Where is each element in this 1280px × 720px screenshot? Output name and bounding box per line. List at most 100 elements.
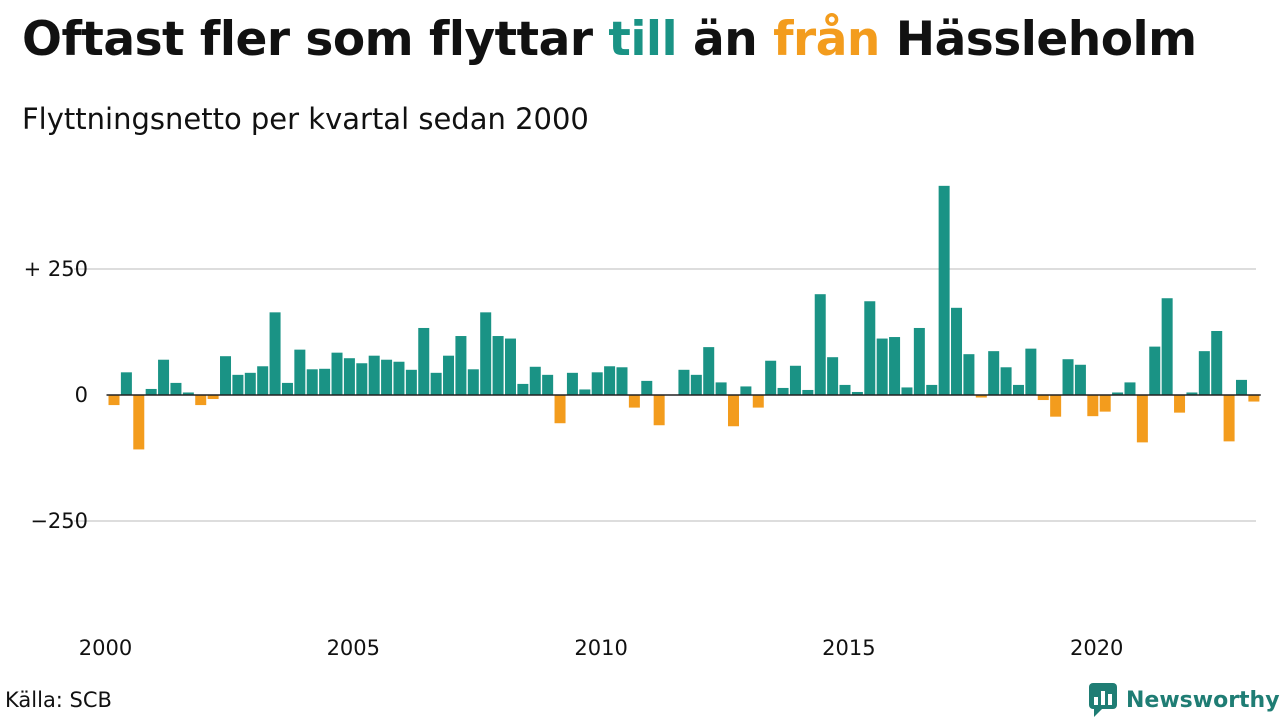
bar: [1149, 346, 1161, 395]
title-part-1: Oftast fler som flyttar: [22, 12, 609, 67]
bar: [182, 392, 194, 395]
bar: [591, 372, 603, 395]
bar: [839, 384, 851, 395]
bar: [517, 383, 529, 395]
bar: [257, 366, 269, 395]
bar: [913, 327, 925, 395]
y-tick-label: + 250: [24, 257, 88, 281]
bar: [740, 386, 752, 395]
title-part-3: Hässleholm: [879, 12, 1197, 67]
bar: [356, 363, 368, 395]
bar: [368, 355, 380, 395]
bar: [926, 384, 938, 395]
bar: [1062, 359, 1074, 395]
bar: [1000, 367, 1012, 395]
bar: [195, 395, 207, 406]
bar: [641, 380, 653, 395]
bar: [443, 355, 455, 395]
bar: [938, 185, 950, 395]
bar: [628, 395, 640, 408]
bar: [876, 338, 888, 395]
chart-subtitle: Flyttningsnetto per kvartal sedan 2000: [22, 102, 589, 136]
bar: [133, 395, 145, 450]
bar: [244, 372, 256, 395]
axis: + 250 0 −250 2000 2005 2010 2015 2020: [24, 257, 1261, 660]
bar: [814, 294, 826, 395]
bar: [381, 359, 393, 395]
bar: [604, 366, 616, 395]
bar: [715, 382, 727, 395]
bar: [108, 395, 120, 406]
newsworthy-logo-icon: [1089, 683, 1117, 717]
bar: [752, 395, 764, 408]
bar: [1037, 395, 1049, 401]
bar-chart: + 250 0 −250 2000 2005 2010 2015 2020: [24, 185, 1261, 660]
bar: [418, 327, 430, 395]
bar: [653, 395, 665, 426]
y-tick-label: 0: [75, 383, 88, 407]
bar: [1050, 395, 1062, 417]
bar: [1124, 382, 1136, 395]
chart-title: Oftast fler som flyttar till än från Häs…: [22, 12, 1197, 67]
x-tick-label: 2005: [327, 636, 380, 660]
bar: [1174, 395, 1186, 413]
bar: [145, 388, 157, 395]
bar: [777, 387, 789, 395]
bar: [1161, 298, 1173, 395]
bar: [1112, 392, 1124, 395]
bar: [220, 356, 232, 395]
bar: [690, 374, 702, 395]
bar: [306, 369, 318, 395]
bar: [405, 369, 417, 395]
bar: [1186, 392, 1198, 395]
bar: [1136, 395, 1148, 443]
bar: [827, 357, 839, 395]
bar: [889, 337, 901, 395]
bar: [1099, 395, 1111, 412]
bar: [616, 367, 628, 395]
bars: [108, 185, 1260, 450]
x-tick-label: 2000: [79, 636, 132, 660]
bar: [393, 361, 405, 395]
brand-name: Newsworthy: [1126, 687, 1280, 713]
x-tick-label: 2015: [822, 636, 875, 660]
bar: [864, 301, 876, 395]
bar: [1198, 351, 1210, 395]
bar: [901, 387, 913, 395]
bar: [281, 382, 293, 395]
bar: [232, 374, 244, 395]
bar: [529, 366, 541, 395]
bar: [170, 382, 182, 395]
bar: [430, 372, 442, 395]
bar: [554, 395, 566, 424]
bar: [951, 307, 963, 395]
bar: [158, 359, 170, 395]
bar: [1087, 395, 1099, 417]
bar: [566, 372, 578, 395]
source-note: Källa: SCB: [5, 688, 112, 712]
x-tick-label: 2020: [1070, 636, 1123, 660]
bar: [1012, 384, 1024, 395]
bar: [851, 391, 863, 395]
bar: [1074, 364, 1086, 395]
bar: [579, 389, 591, 395]
title-part-2: än: [677, 12, 774, 67]
bar: [455, 336, 467, 395]
grid-lines: [74, 268, 1256, 522]
bar: [319, 368, 331, 395]
bar: [975, 395, 987, 398]
bar: [294, 349, 306, 395]
title-out-word: från: [773, 12, 880, 67]
bar: [1025, 348, 1037, 395]
bar: [1223, 395, 1235, 442]
bar: [504, 338, 516, 395]
bar: [703, 347, 715, 395]
y-tick-label: −250: [30, 509, 88, 533]
bar: [765, 360, 777, 395]
bar: [331, 352, 343, 395]
bar: [207, 395, 219, 400]
bar: [1211, 330, 1223, 395]
bar: [467, 369, 479, 395]
bar: [1248, 395, 1260, 402]
title-in-word: till: [608, 12, 678, 67]
